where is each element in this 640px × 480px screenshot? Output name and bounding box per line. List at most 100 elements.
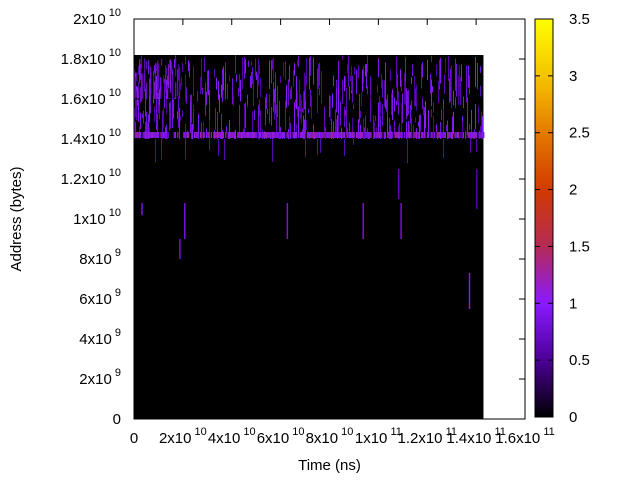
heatmap-cell	[229, 75, 230, 82]
heatmap-cell	[290, 132, 292, 138]
heatmap-cell	[328, 132, 330, 138]
heatmap-cell	[188, 132, 190, 138]
heatmap-cell	[177, 69, 179, 97]
colorbar-tick-label: 0	[569, 409, 577, 426]
heatmap-cell	[424, 107, 425, 114]
heatmap-cell	[273, 57, 274, 80]
heatmap-cell	[269, 132, 271, 138]
heatmap-cell	[411, 100, 412, 111]
heatmap-cell	[444, 132, 446, 138]
heatmap-cell	[165, 127, 166, 139]
heatmap-cell	[255, 58, 256, 77]
heatmap-cell	[396, 56, 397, 88]
x-tick-label: 4x10 10	[208, 426, 256, 447]
heatmap-cell	[422, 62, 423, 78]
heatmap-cell	[221, 84, 222, 98]
heatmap-cell	[413, 124, 414, 139]
heatmap-cell	[407, 139, 408, 164]
heatmap-cell	[386, 99, 387, 112]
heatmap-cell	[152, 132, 154, 138]
heatmap-cell	[289, 115, 290, 139]
heatmap-cell	[218, 139, 219, 156]
heatmap-cell	[146, 61, 148, 70]
heatmap-cell	[256, 132, 258, 138]
heatmap-cell	[259, 64, 260, 74]
x-tick-label: 1.4x10 11	[446, 426, 506, 447]
heatmap-cell	[459, 64, 460, 96]
heatmap-cell	[158, 97, 160, 99]
heatmap-cell	[441, 109, 442, 121]
colorbar-tick-label: 1.5	[569, 238, 590, 255]
heatmap-cell	[232, 78, 233, 105]
heatmap-cell	[203, 132, 205, 138]
heatmap-cell	[156, 99, 157, 125]
heatmap-cell	[381, 132, 383, 138]
heatmap-cell	[375, 132, 377, 138]
heatmap-cell	[266, 132, 268, 138]
heatmap-cell	[294, 63, 295, 76]
heatmap-cell	[266, 93, 267, 109]
heatmap-cell	[344, 75, 345, 92]
heatmap-cell	[245, 102, 246, 129]
heatmap-cell	[157, 92, 159, 99]
y-tick-label: 0	[113, 411, 121, 428]
heatmap-cell	[217, 111, 218, 139]
heatmap-cell	[174, 59, 175, 68]
heatmap-cell	[227, 132, 229, 138]
heatmap-cell	[140, 64, 142, 80]
heatmap-cell	[137, 86, 138, 106]
heatmap-cell	[158, 91, 159, 114]
heatmap-cell	[272, 59, 273, 70]
heatmap-cell	[296, 132, 298, 138]
heatmap-cell	[345, 109, 346, 117]
heatmap-cell	[443, 139, 444, 158]
heatmap-cell	[243, 128, 244, 134]
heatmap-cell	[294, 102, 295, 134]
heatmap-cell	[222, 68, 223, 103]
heatmap-cell	[470, 132, 472, 138]
heatmap-cell	[336, 81, 337, 89]
heatmap-cell	[468, 132, 470, 138]
heatmap-cell	[424, 132, 426, 138]
y-tick-label: 6x10 9	[79, 287, 121, 308]
heatmap-cell	[184, 132, 186, 138]
heatmap-cell	[356, 132, 358, 138]
heatmap-cell	[280, 75, 281, 83]
heatmap-cell	[267, 108, 268, 114]
heatmap-cell	[365, 132, 367, 138]
heatmap-cell	[406, 121, 407, 139]
heatmap-cell	[272, 132, 274, 138]
heatmap-cell	[347, 132, 349, 138]
heatmap-cell	[166, 79, 168, 99]
heatmap-cell	[432, 86, 433, 93]
heatmap-cell	[154, 65, 155, 73]
heatmap-cell	[141, 55, 142, 69]
heatmap-cell	[346, 102, 347, 135]
heatmap-cell	[476, 132, 478, 138]
heatmap-cell	[169, 108, 170, 132]
heatmap-cell	[167, 83, 169, 92]
heatmap-cell	[410, 108, 411, 124]
heatmap-cell	[136, 132, 138, 138]
heatmap-cell	[290, 123, 291, 139]
heatmap-cell	[319, 88, 320, 96]
heatmap-cell	[247, 94, 248, 105]
heatmap-cell	[308, 108, 309, 114]
heatmap-cell	[414, 76, 415, 107]
heatmap-cell	[418, 121, 419, 127]
heatmap-cell	[198, 113, 199, 139]
heatmap-cell	[138, 65, 140, 75]
heatmap-cell	[456, 132, 458, 138]
heatmap-cell	[141, 73, 142, 102]
heatmap-cell	[448, 55, 449, 82]
heatmap-cell	[174, 132, 176, 138]
heatmap-cell	[419, 115, 420, 139]
heatmap-cell	[383, 132, 385, 138]
heatmap-cell	[378, 58, 379, 77]
heatmap-cell	[300, 132, 302, 138]
heatmap-cell	[470, 139, 471, 153]
heatmap-cell	[273, 132, 275, 138]
heatmap-cell	[252, 67, 253, 85]
heatmap-cell	[345, 137, 346, 139]
heatmap-cell	[244, 104, 245, 132]
